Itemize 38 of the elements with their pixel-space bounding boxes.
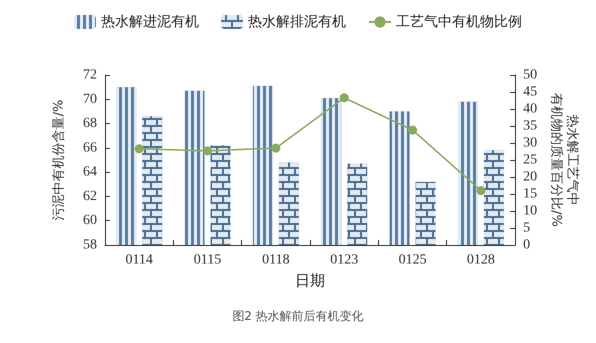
y2-tick-label: 25 — [523, 152, 538, 168]
point — [340, 93, 349, 102]
y-tick-label: 68 — [83, 116, 97, 132]
point — [408, 126, 418, 135]
y2-tick-label: 20 — [523, 170, 538, 184]
point — [476, 186, 486, 196]
y-tick-label: 66 — [83, 140, 97, 156]
y2-tick-label: 45 — [523, 84, 538, 100]
y-axis-title: 污泥中有机份含量/% — [52, 100, 66, 220]
legend-label: 热水解排泥有机 — [248, 14, 346, 30]
y-tick-label: 60 — [83, 213, 97, 228]
x-axis-title: 日期 — [295, 272, 326, 290]
x-tick-label: 0114 — [125, 252, 153, 268]
x-tick-label: 0125 — [398, 252, 427, 268]
text: 图2 热水解前后有机变化 — [232, 309, 364, 323]
y-tick-label: 70 — [83, 92, 97, 107]
point — [134, 144, 144, 154]
legend-label: 热水解进泥有机 — [101, 14, 199, 30]
y2-tick-label: 35 — [523, 118, 538, 134]
y2-axis-title: 热水解工艺气中有机物的质量百分比/% — [548, 93, 580, 227]
y-tick-label: 72 — [83, 68, 97, 82]
y2-tick-label: 40 — [523, 102, 538, 116]
y-tick-label: 64 — [83, 164, 97, 180]
y2-tick-label: 30 — [523, 136, 538, 150]
y2-tick-label: 50 — [523, 68, 538, 82]
x-tick-label: 0128 — [466, 252, 495, 268]
legend-label: 工艺气中有机物比例 — [396, 14, 522, 30]
x-tick-label: 0123 — [330, 252, 358, 268]
x-tick-label: 0115 — [194, 252, 222, 268]
y-tick-label: 62 — [83, 188, 97, 204]
x-tick-label: 0118 — [262, 252, 290, 268]
y2-tick-label: 0 — [523, 238, 530, 252]
y2-tick-label: 15 — [523, 186, 538, 202]
y2-tick-label: 10 — [523, 204, 538, 218]
y2-tick-label: 5 — [523, 220, 530, 236]
point — [203, 146, 212, 156]
y-tick-label: 58 — [83, 238, 97, 252]
point — [271, 144, 280, 153]
